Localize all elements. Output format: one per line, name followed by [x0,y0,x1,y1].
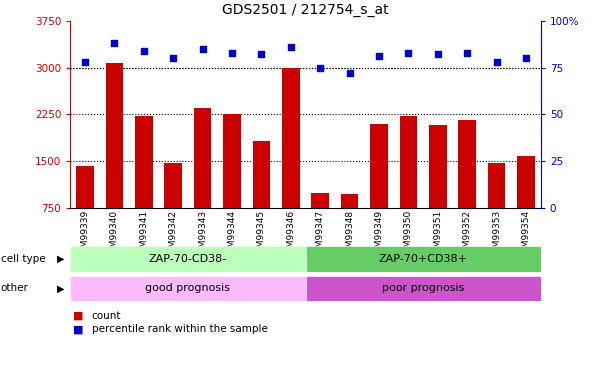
Point [198,46,208,52]
Bar [518,156,535,208]
Text: good prognosis: good prognosis [145,284,230,293]
Bar [306,276,541,301]
Text: count: count [92,311,121,321]
Bar [223,114,241,208]
Point [286,44,296,50]
Text: other: other [1,284,29,293]
Bar [106,63,123,208]
Point [139,48,148,54]
Bar [429,125,447,208]
Text: ZAP-70-CD38-: ZAP-70-CD38- [148,254,227,264]
Point [521,55,531,61]
Bar [164,163,182,208]
Point [315,64,325,70]
Bar [282,68,299,208]
Text: ▶: ▶ [57,284,64,293]
Text: ▶: ▶ [57,254,64,264]
Text: cell type: cell type [1,254,45,264]
Point [168,55,178,61]
Bar [306,246,541,272]
Title: GDS2501 / 212754_s_at: GDS2501 / 212754_s_at [222,3,389,17]
Point [492,59,502,65]
Text: ■: ■ [73,324,84,334]
Point [374,53,384,59]
Text: ■: ■ [73,311,84,321]
Point [433,51,443,57]
Text: percentile rank within the sample: percentile rank within the sample [92,324,268,334]
Bar [76,166,94,208]
Bar [458,120,476,208]
Bar [488,162,505,208]
Bar [370,124,388,208]
Text: poor prognosis: poor prognosis [382,284,464,293]
Point [463,50,472,55]
Point [257,51,266,57]
Bar [70,276,306,301]
Point [109,40,119,46]
Point [345,70,354,76]
Bar [400,116,417,208]
Bar [341,194,359,208]
Bar [194,108,211,208]
Point [403,50,413,55]
Bar [70,246,306,272]
Bar [252,141,270,208]
Point [80,59,90,65]
Point [227,50,237,55]
Bar [135,116,153,208]
Bar [312,192,329,208]
Text: ZAP-70+CD38+: ZAP-70+CD38+ [379,254,467,264]
